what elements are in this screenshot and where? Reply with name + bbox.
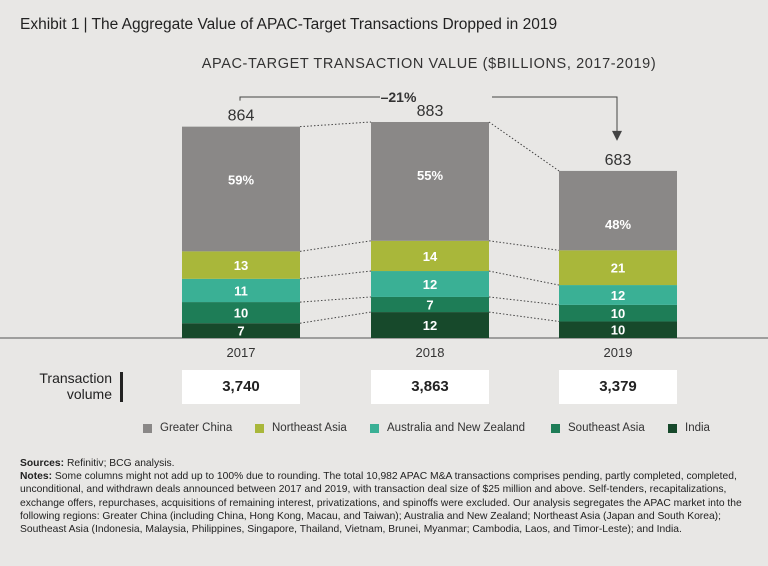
change-bracket-right [492,96,618,139]
bar-segment-india-2018 [371,312,489,338]
bar-segment-australia-and-new-zealand-2019 [559,285,677,305]
legend-swatch [255,423,264,433]
notes-line: Notes: Some columns might not add up to … [20,470,755,536]
legend-item-northeast-asia: Northeast Asia [255,422,347,434]
sources-label: Sources: [20,458,65,469]
data-label: 14 [423,249,438,264]
legend-item-southeast-asia: Southeast Asia [551,422,645,434]
connector-line [299,296,372,303]
sources-text: Refinitiv; BCG analysis. [66,458,175,469]
category-label-2018: 2018 [416,345,445,360]
category-label-2017: 2017 [227,345,256,360]
bar-segment-northeast-asia-2018 [371,240,489,272]
exhibit-label: Exhibit 1 [20,16,80,33]
data-label: 48% [605,217,631,232]
data-label: 10 [611,323,625,338]
legend-label: Northeast Asia [272,422,347,434]
legend-item-australia-nz: Australia and New Zealand [370,422,525,434]
bar-segment-greater-china-2019 [559,170,677,251]
sources-line: Sources: Refinitiv; BCG analysis. [20,457,755,470]
bar-segment-australia-and-new-zealand-2018 [371,271,489,297]
change-label: –21% [381,89,417,105]
connector-line [488,296,560,306]
data-label: 7 [237,324,244,339]
bar-segment-northeast-asia-2019 [559,250,677,286]
legend-swatch [668,423,677,433]
page-title: The Aggregate Value of APAC-Target Trans… [91,16,558,33]
bar-segment-southeast-asia-2019 [559,304,677,322]
legend-swatch [143,423,152,433]
transaction-volume-label-line2: volume [66,386,112,402]
transaction-volume-2018: 3,863 [371,370,489,404]
data-label: 12 [423,318,437,333]
transaction-volume-2019: 3,379 [559,370,677,404]
data-label: 10 [234,306,248,321]
bar-segment-greater-china-2018 [371,122,489,241]
category-label-2019: 2019 [604,345,633,360]
data-label: 21 [611,261,625,276]
data-label: 7 [426,298,433,313]
legend-swatch [370,423,379,433]
connector-line [488,121,560,172]
data-label: 12 [611,288,625,303]
change-arrow-head [612,130,622,141]
legend-label: Southeast Asia [568,422,645,434]
transaction-volume-label-line1: Transaction [39,370,112,386]
data-label: 11 [234,283,248,298]
title-separator: | [83,16,88,33]
connector-line [488,311,560,322]
connector-line [299,311,372,324]
footnotes: Sources: Refinitiv; BCG analysis. Notes:… [20,457,755,536]
legend-item-greater-china: Greater China [143,422,232,434]
bar-segment-india-2017 [182,323,300,338]
connector-line [299,121,372,128]
bar-segment-northeast-asia-2017 [182,251,300,279]
total-label-2019: 683 [605,152,632,169]
legend-label: Greater China [160,422,233,434]
connector-line [299,240,372,252]
legend-item-india: India [668,422,710,434]
chart-title: APAC-TARGET TRANSACTION VALUE ($BILLIONS… [201,56,657,72]
transaction-volume-divider [120,372,123,402]
data-label: 59% [228,173,254,188]
total-label-2018: 883 [417,103,444,120]
data-label: 55% [417,168,443,183]
legend-label: India [685,422,710,434]
change-bracket-left [239,96,380,101]
connector-line [488,240,560,251]
notes-label: Notes: [20,471,53,483]
bar-segment-greater-china-2017 [182,126,300,252]
bar-segment-southeast-asia-2017 [182,302,300,324]
transaction-volume-label: Transaction volume [20,370,112,402]
bar-segment-india-2019 [559,321,677,338]
data-label: 10 [611,306,625,321]
connector-line [488,270,560,286]
notes-text: Some columns might not add up to 100% du… [20,471,742,536]
data-label: 13 [234,258,248,273]
connector-line [299,270,372,280]
exhibit-title: Exhibit 1 | The Aggregate Value of APAC-Ta… [20,16,557,34]
data-label: 12 [423,277,437,292]
legend-swatch [551,423,560,433]
total-label-2017: 864 [228,108,255,125]
legend-label: Australia and New Zealand [387,422,526,434]
transaction-volume-2017: 3,740 [182,370,300,404]
bar-segment-australia-and-new-zealand-2017 [182,278,300,303]
bar-segment-southeast-asia-2018 [371,296,489,313]
